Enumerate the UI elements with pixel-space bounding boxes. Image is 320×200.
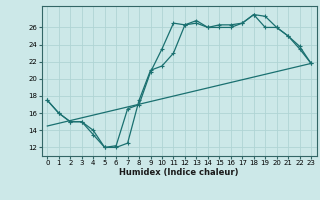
X-axis label: Humidex (Indice chaleur): Humidex (Indice chaleur) (119, 168, 239, 177)
